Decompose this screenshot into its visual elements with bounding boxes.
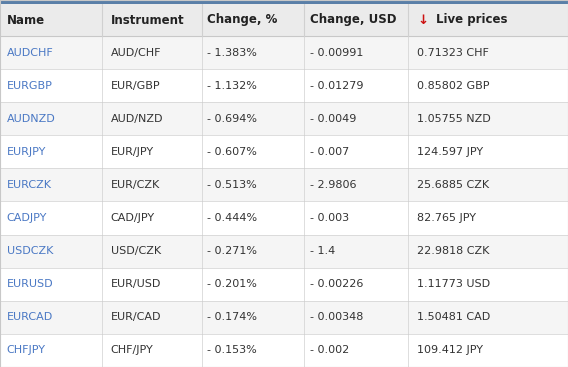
Bar bbox=[0, 0, 568, 4]
Text: AUD/NZD: AUD/NZD bbox=[111, 114, 163, 124]
Bar bbox=[0, 334, 568, 367]
Text: - 0.271%: - 0.271% bbox=[207, 246, 257, 256]
Text: 0.71323 CHF: 0.71323 CHF bbox=[417, 48, 490, 58]
Bar bbox=[0, 69, 568, 102]
Text: 124.597 JPY: 124.597 JPY bbox=[417, 147, 483, 157]
Text: - 0.01279: - 0.01279 bbox=[310, 81, 363, 91]
Text: 22.9818 CZK: 22.9818 CZK bbox=[417, 246, 490, 256]
Text: 1.05755 NZD: 1.05755 NZD bbox=[417, 114, 491, 124]
Text: - 0.00991: - 0.00991 bbox=[310, 48, 363, 58]
Text: - 0.607%: - 0.607% bbox=[207, 147, 257, 157]
Text: EURCAD: EURCAD bbox=[7, 312, 53, 322]
Text: CADJPY: CADJPY bbox=[7, 213, 47, 223]
Text: EURUSD: EURUSD bbox=[7, 279, 53, 289]
Bar bbox=[0, 168, 568, 201]
Bar bbox=[0, 301, 568, 334]
Text: EUR/CAD: EUR/CAD bbox=[111, 312, 161, 322]
Text: EURJPY: EURJPY bbox=[7, 147, 46, 157]
Bar bbox=[0, 102, 568, 135]
Text: EURGBP: EURGBP bbox=[7, 81, 53, 91]
Text: 25.6885 CZK: 25.6885 CZK bbox=[417, 180, 490, 190]
Text: - 1.4: - 1.4 bbox=[310, 246, 335, 256]
Text: - 2.9806: - 2.9806 bbox=[310, 180, 356, 190]
Text: USDCZK: USDCZK bbox=[7, 246, 53, 256]
Text: AUD/CHF: AUD/CHF bbox=[111, 48, 161, 58]
Text: USD/CZK: USD/CZK bbox=[111, 246, 161, 256]
Bar bbox=[0, 268, 568, 301]
Text: EURCZK: EURCZK bbox=[7, 180, 52, 190]
Text: Instrument: Instrument bbox=[111, 14, 185, 26]
Text: Change, %: Change, % bbox=[207, 14, 278, 26]
Text: 82.765 JPY: 82.765 JPY bbox=[417, 213, 477, 223]
Text: - 0.0049: - 0.0049 bbox=[310, 114, 356, 124]
Text: - 1.383%: - 1.383% bbox=[207, 48, 257, 58]
Text: AUDNZD: AUDNZD bbox=[7, 114, 56, 124]
Text: - 0.201%: - 0.201% bbox=[207, 279, 257, 289]
Text: 109.412 JPY: 109.412 JPY bbox=[417, 345, 483, 356]
Text: CHF/JPY: CHF/JPY bbox=[111, 345, 153, 356]
Text: 1.11773 USD: 1.11773 USD bbox=[417, 279, 491, 289]
Text: - 0.007: - 0.007 bbox=[310, 147, 349, 157]
Text: EUR/JPY: EUR/JPY bbox=[111, 147, 154, 157]
Bar bbox=[0, 201, 568, 235]
Text: - 1.132%: - 1.132% bbox=[207, 81, 257, 91]
Text: CHFJPY: CHFJPY bbox=[7, 345, 46, 356]
Text: - 0.00348: - 0.00348 bbox=[310, 312, 363, 322]
Bar bbox=[0, 135, 568, 168]
Text: - 0.174%: - 0.174% bbox=[207, 312, 257, 322]
Text: EUR/GBP: EUR/GBP bbox=[111, 81, 160, 91]
Text: - 0.153%: - 0.153% bbox=[207, 345, 257, 356]
Text: - 0.003: - 0.003 bbox=[310, 213, 349, 223]
Text: CAD/JPY: CAD/JPY bbox=[111, 213, 155, 223]
Bar bbox=[0, 4, 568, 36]
Text: - 0.694%: - 0.694% bbox=[207, 114, 257, 124]
Text: - 0.00226: - 0.00226 bbox=[310, 279, 363, 289]
Text: EUR/USD: EUR/USD bbox=[111, 279, 161, 289]
Text: ↓: ↓ bbox=[417, 14, 429, 26]
Text: Live prices: Live prices bbox=[436, 14, 507, 26]
Text: AUDCHF: AUDCHF bbox=[7, 48, 53, 58]
Text: EUR/CZK: EUR/CZK bbox=[111, 180, 160, 190]
Text: Change, USD: Change, USD bbox=[310, 14, 396, 26]
Text: - 0.002: - 0.002 bbox=[310, 345, 349, 356]
Text: - 0.513%: - 0.513% bbox=[207, 180, 257, 190]
Text: Name: Name bbox=[7, 14, 45, 26]
Bar bbox=[0, 36, 568, 69]
Text: - 0.444%: - 0.444% bbox=[207, 213, 257, 223]
Bar bbox=[0, 235, 568, 268]
Text: 0.85802 GBP: 0.85802 GBP bbox=[417, 81, 490, 91]
Text: 1.50481 CAD: 1.50481 CAD bbox=[417, 312, 491, 322]
